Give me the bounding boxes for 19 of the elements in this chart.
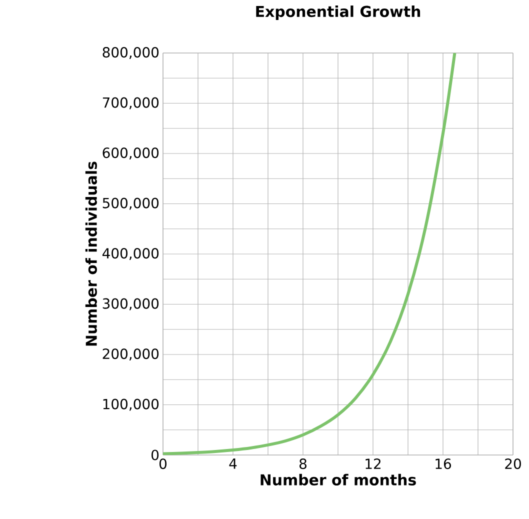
y-tick-label: 500,000 xyxy=(102,198,159,210)
x-axis-title: Number of months xyxy=(260,474,416,486)
y-tick-label: 100,000 xyxy=(103,398,159,411)
x-tick-label: 16 xyxy=(436,458,451,470)
x-tick-label: 8 xyxy=(300,458,306,470)
y-tick-label: 300,000 xyxy=(102,298,159,310)
y-tick-label: 700,000 xyxy=(102,97,159,110)
x-tick-label: 4 xyxy=(229,458,237,469)
y-axis-title: Number of individuals xyxy=(85,162,97,346)
x-tick-label: 0 xyxy=(159,458,167,470)
line-series xyxy=(163,53,456,455)
y-tick-label: 600,000 xyxy=(102,148,159,160)
y-tick-label: 800,000 xyxy=(102,47,159,59)
x-tick-label: 12 xyxy=(366,458,380,469)
x-tick-label: 20 xyxy=(505,458,521,470)
y-tick-label: 0 xyxy=(152,450,159,460)
y-tick-label: 400,000 xyxy=(102,248,159,260)
chart-title: Exponential Growth xyxy=(256,6,420,20)
y-tick-label: 200,000 xyxy=(102,348,159,360)
